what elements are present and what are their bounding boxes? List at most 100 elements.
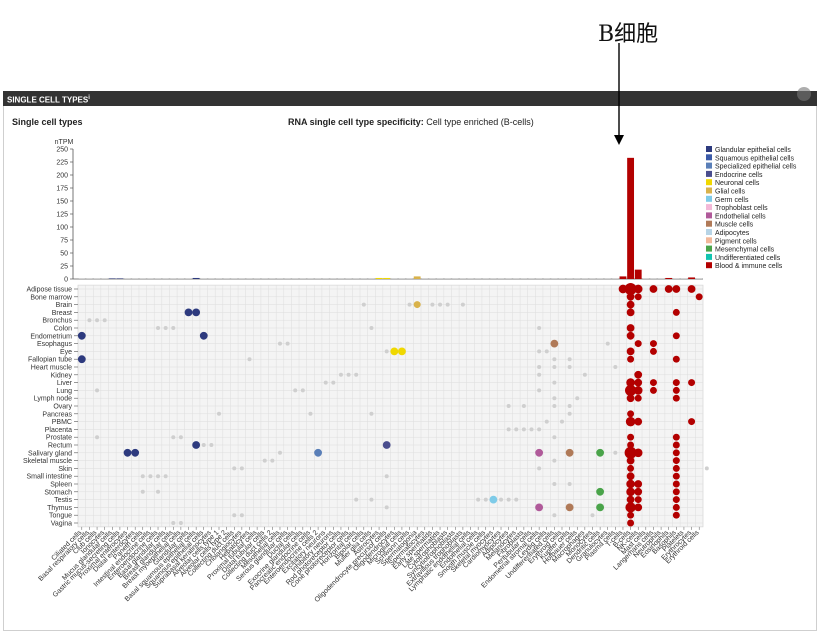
dot[interactable]: [521, 427, 526, 432]
dot[interactable]: [156, 474, 161, 479]
dot[interactable]: [625, 384, 637, 396]
bar[interactable]: [307, 278, 314, 279]
legend-swatch[interactable]: [706, 220, 712, 227]
dot[interactable]: [552, 404, 557, 408]
dot[interactable]: [413, 301, 421, 309]
dot[interactable]: [239, 513, 244, 518]
dot[interactable]: [596, 503, 605, 512]
dot[interactable]: [369, 326, 374, 330]
dot[interactable]: [270, 458, 275, 463]
dot[interactable]: [95, 388, 100, 393]
dot[interactable]: [489, 495, 498, 504]
dot[interactable]: [672, 379, 680, 387]
dot[interactable]: [338, 372, 343, 377]
dot[interactable]: [521, 404, 526, 408]
bar[interactable]: [368, 278, 375, 279]
dot[interactable]: [626, 394, 635, 403]
bar[interactable]: [322, 278, 329, 279]
dot[interactable]: [634, 496, 642, 504]
dot[interactable]: [217, 411, 222, 416]
dot[interactable]: [535, 448, 544, 457]
legend-swatch[interactable]: [706, 170, 712, 177]
bar[interactable]: [383, 277, 391, 279]
bar[interactable]: [505, 278, 512, 279]
bar[interactable]: [688, 277, 695, 279]
dot[interactable]: [552, 380, 557, 385]
dot[interactable]: [626, 292, 635, 301]
dot[interactable]: [201, 443, 206, 447]
bar[interactable]: [436, 278, 444, 279]
bar[interactable]: [429, 278, 436, 279]
dot[interactable]: [672, 308, 680, 316]
bar[interactable]: [375, 277, 383, 279]
bar[interactable]: [345, 278, 352, 279]
dot[interactable]: [634, 487, 643, 496]
dot[interactable]: [285, 341, 290, 346]
bar[interactable]: [269, 278, 276, 279]
bar[interactable]: [406, 278, 413, 279]
dot[interactable]: [163, 474, 168, 479]
dot[interactable]: [664, 285, 673, 293]
dot[interactable]: [178, 435, 183, 440]
bar[interactable]: [482, 278, 489, 279]
dot[interactable]: [308, 411, 313, 416]
bar[interactable]: [108, 278, 116, 279]
dot[interactable]: [445, 302, 450, 307]
bar[interactable]: [238, 278, 245, 279]
dot[interactable]: [672, 472, 680, 480]
bar[interactable]: [284, 278, 291, 279]
dot[interactable]: [575, 396, 580, 401]
dot[interactable]: [672, 496, 680, 504]
dot[interactable]: [565, 503, 574, 512]
dot[interactable]: [156, 326, 161, 330]
dot[interactable]: [537, 427, 542, 432]
dot[interactable]: [596, 487, 605, 496]
dot[interactable]: [232, 513, 237, 518]
bar[interactable]: [543, 278, 550, 279]
dot[interactable]: [626, 456, 635, 465]
bar[interactable]: [444, 278, 451, 279]
dot[interactable]: [192, 308, 201, 317]
bar[interactable]: [154, 278, 162, 279]
legend-label[interactable]: Endocrine cells: [715, 172, 763, 179]
dot[interactable]: [552, 365, 557, 369]
bar[interactable]: [612, 278, 619, 279]
legend-swatch[interactable]: [706, 179, 712, 186]
dot[interactable]: [354, 497, 359, 502]
bar[interactable]: [391, 278, 398, 279]
dot[interactable]: [131, 448, 140, 457]
dot[interactable]: [590, 513, 595, 518]
bar[interactable]: [162, 278, 169, 279]
info-icon[interactable]: i: [88, 95, 90, 101]
dot[interactable]: [430, 302, 435, 307]
dot[interactable]: [552, 396, 557, 401]
legend-label[interactable]: Pigment cells: [715, 238, 757, 245]
legend-label[interactable]: Trophoblast cells: [715, 205, 768, 212]
dot[interactable]: [95, 435, 100, 440]
dot[interactable]: [672, 503, 680, 511]
dot[interactable]: [178, 521, 183, 525]
bar[interactable]: [452, 278, 459, 279]
dot[interactable]: [293, 388, 298, 393]
dot[interactable]: [565, 448, 574, 457]
legend-label[interactable]: Glial cells: [715, 189, 745, 196]
dot[interactable]: [634, 394, 642, 402]
dot[interactable]: [171, 326, 176, 330]
dot[interactable]: [382, 441, 391, 449]
dot[interactable]: [596, 448, 605, 457]
bar[interactable]: [673, 278, 680, 279]
dot[interactable]: [627, 464, 635, 472]
dot[interactable]: [567, 357, 572, 362]
dot[interactable]: [688, 418, 696, 426]
dot[interactable]: [627, 519, 635, 527]
bar[interactable]: [200, 278, 207, 279]
dot[interactable]: [605, 341, 610, 346]
dot[interactable]: [537, 388, 542, 393]
legend-label[interactable]: Adipocytes: [715, 230, 750, 237]
bar[interactable]: [574, 278, 581, 279]
dot[interactable]: [209, 443, 214, 447]
dot[interactable]: [346, 372, 351, 377]
bar[interactable]: [680, 278, 687, 279]
dot[interactable]: [634, 378, 643, 387]
dot[interactable]: [514, 427, 519, 432]
